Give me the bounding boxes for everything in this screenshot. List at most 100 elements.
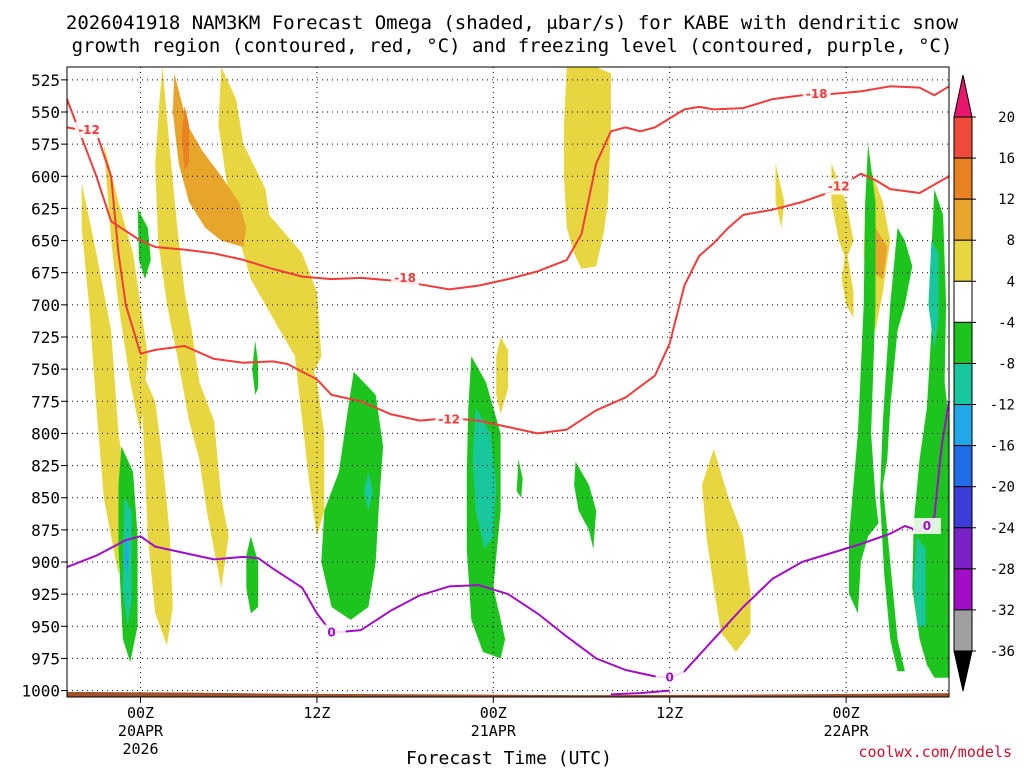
contour-label-1-1: -12 [438, 412, 460, 426]
colorbar-label-10: -24 [990, 521, 1015, 537]
omega-region--4-1 [252, 340, 259, 395]
colorbar-segment-8 [953, 445, 973, 488]
colorbar-label-7: -12 [990, 398, 1015, 414]
colorbar-label-0: 20 [998, 110, 1015, 126]
xtick-label-53-1: 22APR [824, 722, 870, 740]
contour-line-2 [66, 401, 950, 679]
gridlines [67, 67, 949, 697]
colorbar-segment-1 [953, 157, 973, 200]
xtick-label-5-2: 2026 [122, 740, 158, 758]
ytick-label-750: 750 [31, 360, 60, 379]
ytick-label-650: 650 [31, 232, 60, 251]
contour-label-bg-2-0 [317, 624, 346, 641]
contour-label-2-1: 0 [666, 671, 674, 685]
omega-region--4-3 [246, 536, 259, 614]
colorbar-segment-6 [953, 362, 973, 406]
credit-text: coolwx.com/models [858, 743, 1012, 761]
colorbar-label-5: -4 [998, 315, 1015, 331]
contour-label-bg-2-2 [912, 518, 941, 534]
colorbar-bottom-arrow [953, 650, 973, 692]
contour-label-0-0: -18 [394, 271, 416, 285]
colorbar-top-arrow [953, 74, 973, 118]
ytick-label-775: 775 [31, 392, 60, 411]
ytick-label-975: 975 [31, 649, 60, 668]
xtick-label-53-0: 00Z [833, 704, 860, 722]
omega-region--4-8 [849, 144, 879, 614]
colorbar-segment-5 [953, 321, 973, 364]
contour-label-2-2: 0 [923, 519, 931, 533]
ytick-label-875: 875 [31, 521, 60, 540]
omega-region-4-4 [218, 67, 325, 537]
omega-region--4-6 [516, 459, 523, 498]
omega-region-4-3 [155, 67, 229, 588]
colorbar-segment-3 [953, 239, 973, 282]
contour-label-1-0: -12 [78, 123, 100, 137]
omega-shading-layer [81, 67, 949, 678]
omega-region--8-2 [928, 240, 939, 350]
surface-terrain [67, 690, 949, 697]
contour-lines: -18 -18 -12 -12 -12 0 0 0 [66, 85, 950, 696]
omega-region--12-0 [124, 536, 129, 575]
ytick-label-825: 825 [31, 457, 60, 476]
colorbar-label-9: -20 [990, 480, 1015, 496]
colorbar: 20 16 12 8 4 -4 -8 -12 -16 -20 -24 -28 -32 -36 [953, 74, 1015, 692]
contour-line-3 [610, 689, 670, 696]
colorbar-label-2: 12 [998, 192, 1015, 208]
chart-title-line-2: growth region (contoured, red, °C) and f… [72, 35, 953, 57]
ytick-label-675: 675 [31, 264, 60, 283]
chart-title-line-1: 2026041918 NAM3KM Forecast Omega (shaded… [66, 12, 959, 34]
colorbar-label-8: -16 [990, 439, 1015, 455]
contour-label-bg-2-1 [655, 669, 684, 686]
omega-region--4-0 [137, 208, 151, 280]
xtick-label-29-0: 00Z [480, 704, 507, 722]
colorbar-segment-4 [953, 280, 973, 323]
xtick-label-29-1: 21APR [471, 722, 517, 740]
xtick-label-17-0: 12Z [303, 704, 330, 722]
omega-region-4-6 [496, 337, 508, 415]
colorbar-segment-9 [953, 486, 973, 529]
contour-label-bg-1-2 [824, 178, 853, 195]
omega-region--4-9 [879, 227, 913, 672]
ytick-label-925: 925 [31, 585, 60, 604]
contour-line-1 [66, 126, 950, 435]
ytick-label-800: 800 [31, 424, 60, 443]
colorbar-label-13: -36 [990, 644, 1015, 660]
ytick-label-625: 625 [31, 199, 60, 218]
omega-region-4-2 [140, 369, 173, 646]
xtick-label-5-0: 00Z [127, 704, 154, 722]
colorbar-segment-12 [953, 609, 973, 652]
colorbar-label-6: -8 [998, 356, 1015, 372]
colorbar-segment-10 [953, 527, 973, 570]
y-axis: 525 550 575 600 625 650 675 700 725 750 775 800 825 8… [21, 71, 67, 701]
contour-label-bg-0-1 [802, 86, 831, 102]
colorbar-label-4: 4 [1007, 274, 1015, 290]
colorbar-segment-7 [953, 404, 973, 447]
xtick-label-5-1: 20APR [118, 722, 164, 740]
colorbar-label-3: 8 [1007, 233, 1015, 249]
contour-label-bg-0-0 [391, 269, 420, 286]
omega-region-4-9 [775, 163, 785, 228]
xtick-label-41-0: 12Z [656, 704, 683, 722]
omega-region-4-10 [841, 247, 854, 318]
omega-region-4-0 [81, 182, 126, 575]
colorbar-label-11: -28 [990, 562, 1015, 578]
colorbar-label-1: 16 [998, 151, 1015, 167]
omega-region--4-7 [574, 461, 597, 550]
contour-line-0 [66, 85, 950, 291]
ytick-label-1000: 1000 [21, 682, 60, 701]
ytick-label-525: 525 [31, 71, 60, 90]
colorbar-segment-2 [953, 198, 973, 241]
colorbar-label-12: -32 [990, 603, 1015, 619]
colorbar-segment-11 [953, 568, 973, 611]
contour-label-bg-1-1 [435, 411, 464, 428]
contour-label-0-1: -18 [806, 87, 828, 101]
colorbar-segment-0 [953, 116, 973, 159]
ytick-label-725: 725 [31, 328, 60, 347]
contour-label-1-2: -12 [828, 180, 850, 194]
ytick-label-900: 900 [31, 553, 60, 572]
contour-label-bg-1-0 [75, 122, 104, 138]
ytick-label-850: 850 [31, 489, 60, 508]
omega-region--8-3 [913, 536, 926, 627]
